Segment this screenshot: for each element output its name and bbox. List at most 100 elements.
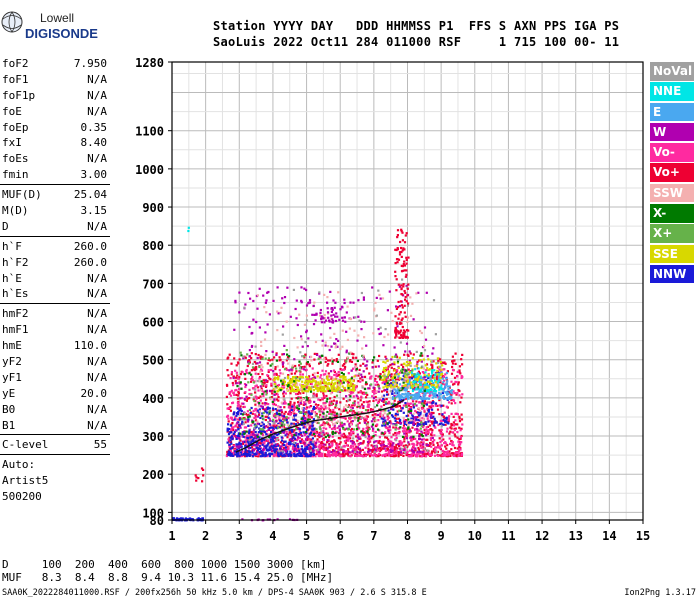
echo-point [268, 452, 271, 455]
echo-point [458, 417, 461, 420]
echo-point [261, 421, 264, 424]
echo-point [322, 431, 325, 435]
echo-point [293, 433, 296, 437]
echo-point [411, 426, 414, 429]
echo-point [395, 321, 398, 324]
echo-point [349, 359, 352, 362]
echo-point [359, 442, 362, 445]
echo-point [355, 386, 358, 389]
echo-point [301, 421, 304, 424]
echo-point [300, 299, 303, 302]
echo-point [267, 428, 271, 431]
echo-point [403, 398, 406, 401]
echo-point [320, 455, 323, 458]
echo-point [360, 291, 363, 295]
echo-point [264, 418, 267, 422]
echo-point [310, 410, 313, 413]
echo-point [417, 414, 420, 417]
echo-point [303, 416, 307, 419]
echo-point [349, 392, 353, 395]
echo-point [306, 345, 309, 348]
echo-point [426, 367, 429, 370]
echo-point [441, 372, 444, 376]
echo-point [328, 402, 331, 405]
echo-point [433, 421, 436, 424]
echo-point [383, 367, 386, 370]
echo-point [239, 423, 242, 426]
echo-point [351, 420, 354, 423]
echo-point [280, 436, 283, 439]
echo-point [322, 423, 325, 426]
echo-point [247, 424, 250, 427]
echo-point [287, 374, 290, 377]
echo-point [421, 417, 424, 420]
echo-point [358, 372, 361, 375]
echo-point [372, 399, 375, 402]
echo-point [356, 446, 359, 449]
echo-point [282, 392, 285, 395]
echo-point [323, 379, 326, 382]
echo-point [340, 389, 343, 392]
echo-point [352, 301, 355, 304]
echo-point [389, 443, 392, 446]
echo-point [359, 377, 362, 380]
echo-point [432, 394, 435, 398]
echo-point [239, 442, 243, 445]
echo-point [236, 455, 239, 458]
echo-point [458, 389, 461, 393]
echo-point [403, 437, 406, 440]
echo-point [377, 441, 380, 444]
echo-point [344, 441, 347, 445]
echo-point [376, 428, 380, 431]
echo-point [407, 385, 410, 388]
echo-point [332, 408, 335, 412]
echo-point [318, 431, 321, 434]
echo-point [261, 412, 264, 415]
echo-point [259, 385, 262, 388]
echo-point [412, 451, 415, 454]
echo-point [271, 358, 274, 361]
echo-point [404, 296, 407, 299]
echo-point [417, 370, 420, 373]
echo-point [296, 450, 299, 453]
echo-point [248, 443, 251, 446]
echo-point [390, 373, 393, 376]
echo-point [391, 415, 395, 418]
echo-point [298, 313, 301, 316]
echo-point [410, 419, 413, 422]
echo-point [436, 446, 439, 449]
echo-point [273, 379, 276, 382]
echo-point [277, 312, 280, 315]
echo-point [410, 453, 413, 456]
echo-point [303, 449, 306, 452]
echo-point [285, 367, 288, 370]
echo-point [397, 417, 400, 420]
echo-point [241, 450, 244, 453]
echo-point [251, 344, 254, 348]
echo-point [340, 409, 343, 412]
echo-point [379, 332, 382, 335]
echo-point [377, 365, 380, 368]
echo-point [307, 337, 310, 340]
echo-point [352, 367, 355, 370]
echo-point [384, 425, 387, 428]
echo-point [309, 380, 312, 383]
echo-point [373, 388, 376, 391]
echo-point [330, 381, 334, 384]
echo-point [416, 450, 419, 453]
echo-point [346, 405, 349, 408]
echo-point [388, 425, 391, 428]
echo-point [440, 368, 443, 371]
echo-point [272, 435, 275, 438]
echo-point [444, 385, 447, 388]
echo-point [247, 435, 250, 438]
echo-point [387, 379, 390, 382]
echo-point [405, 388, 408, 391]
echo-point [256, 451, 259, 454]
echo-point [406, 320, 409, 323]
echo-point [349, 351, 352, 354]
echo-point [458, 426, 461, 429]
echo-point [290, 387, 293, 391]
echo-point [340, 454, 343, 457]
echo-point [335, 414, 338, 417]
